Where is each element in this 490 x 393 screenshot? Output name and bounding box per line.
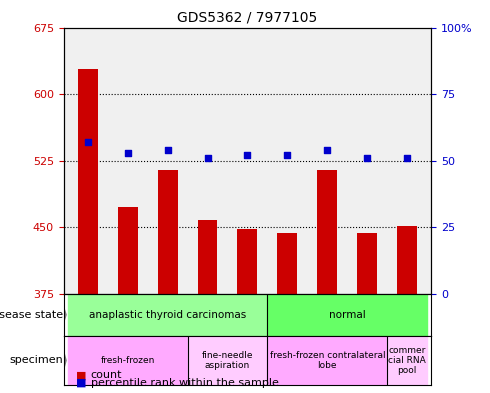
Bar xyxy=(357,233,377,294)
Text: fine-needle
aspiration: fine-needle aspiration xyxy=(202,351,253,370)
Bar xyxy=(158,169,177,294)
Text: ■: ■ xyxy=(76,378,86,388)
Text: normal: normal xyxy=(329,310,366,320)
Text: commer
cial RNA
pool: commer cial RNA pool xyxy=(389,345,426,375)
Text: count: count xyxy=(91,371,122,380)
FancyArrow shape xyxy=(63,307,66,322)
Text: disease state: disease state xyxy=(0,310,63,320)
Bar xyxy=(78,69,98,294)
Point xyxy=(203,155,211,161)
Point xyxy=(284,152,292,158)
Point xyxy=(123,149,131,156)
Text: ■: ■ xyxy=(76,371,86,380)
Text: anaplastic thyroid carcinomas: anaplastic thyroid carcinomas xyxy=(89,310,246,320)
Bar xyxy=(277,233,297,294)
Bar xyxy=(397,226,417,294)
Point xyxy=(323,147,331,153)
Point xyxy=(364,155,371,161)
Bar xyxy=(118,207,138,294)
Bar xyxy=(318,169,337,294)
Bar xyxy=(197,220,218,294)
Bar xyxy=(268,294,427,336)
Text: fresh-frozen contralateral
lobe: fresh-frozen contralateral lobe xyxy=(270,351,385,370)
Text: percentile rank within the sample: percentile rank within the sample xyxy=(91,378,278,388)
Point xyxy=(244,152,251,158)
Bar xyxy=(188,336,268,385)
Title: GDS5362 / 7977105: GDS5362 / 7977105 xyxy=(177,11,318,25)
Point xyxy=(164,147,171,153)
Bar xyxy=(68,336,188,385)
Point xyxy=(84,139,92,145)
Text: specimen: specimen xyxy=(9,355,63,365)
Bar xyxy=(268,336,387,385)
Bar xyxy=(68,294,268,336)
Bar xyxy=(387,336,427,385)
Text: fresh-frozen: fresh-frozen xyxy=(100,356,155,365)
Bar xyxy=(238,229,257,294)
Point xyxy=(403,155,411,161)
FancyArrow shape xyxy=(63,352,66,369)
